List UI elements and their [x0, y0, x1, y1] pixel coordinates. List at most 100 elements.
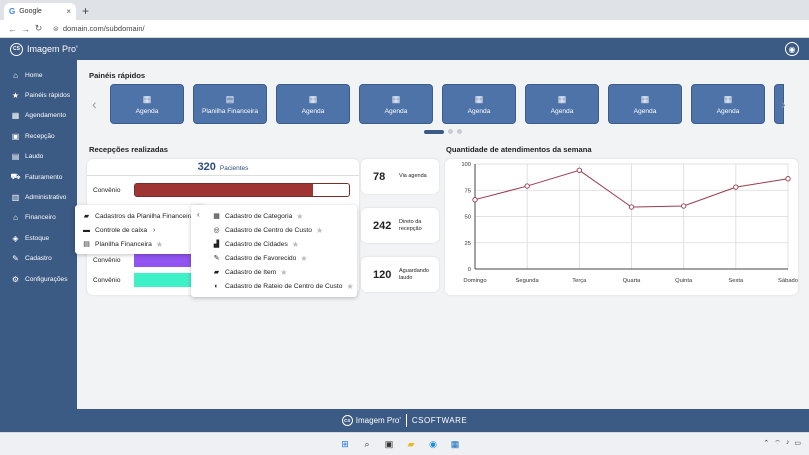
cadastros-submenu: ‹ ▦ Cadastro de Categoria ★ ◎ Cadastro de Ce… [191, 205, 357, 297]
menu-item-planilha-financeira[interactable]: ▤ Planilha Financeira ★ [75, 237, 205, 251]
quick-panel-tile-agenda[interactable]: ▦ Agenda [110, 84, 184, 124]
sidebar-item-configuracoes[interactable]: ⚙ Configurações [0, 269, 77, 289]
site-info-icon[interactable]: ⊜ [53, 25, 59, 33]
patients-total: 320 Pacientes [87, 159, 359, 176]
favorite-star-icon[interactable]: ★ [300, 253, 308, 263]
file-explorer-icon[interactable]: ▰ [407, 438, 415, 449]
sidebar-item-laudo[interactable]: ▤ Laudo [0, 147, 77, 167]
quick-panel-tile-agenda[interactable]: ▦ Agenda [442, 84, 516, 124]
footer-brand-name: Imagem Pro' [355, 416, 401, 425]
quick-panel-tile-agenda[interactable]: ▦ Agenda [359, 84, 433, 124]
carousel-next-arrow-icon[interactable]: › [781, 96, 786, 112]
stat-label: Aguardando laudo [399, 267, 429, 281]
stat-card-direto-recepcao[interactable]: 242 Direto da recepção [361, 208, 439, 243]
submenu-item-label: Cadastro de Categoria [225, 212, 293, 220]
submenu-item-cadastro-de-item[interactable]: ▰ Cadastro de Item ★ [191, 265, 357, 279]
submenu-item-cadastro-de-cidades[interactable]: ▟ Cadastro de Cidades ★ [191, 237, 357, 251]
tray-overflow-icon[interactable]: ⌃ [763, 440, 770, 447]
data-point [681, 203, 687, 209]
brand-logo[interactable]: CS Imagem Pro' [10, 42, 78, 56]
submenu-item-cadastro-de-favorecido[interactable]: ✎ Cadastro de Favorecido ★ [191, 251, 357, 265]
stat-card-via-agenda[interactable]: 78 Via agenda [361, 159, 439, 194]
carousel-dot-2[interactable] [448, 129, 453, 134]
back-arrow-icon[interactable]: ← [8, 23, 17, 34]
truck-icon: ⛟ [10, 172, 21, 182]
chevron-right-icon: › [153, 226, 156, 234]
new-tab-button[interactable]: + [82, 4, 90, 18]
battery-icon[interactable]: ▭ [794, 440, 801, 447]
submenu-item-label: Cadastro de Rateio de Centro de Custo [225, 282, 343, 290]
quick-panel-tile-agenda[interactable]: ▦ Agenda [608, 84, 682, 124]
data-point [576, 167, 582, 173]
favorite-star-icon[interactable]: ★ [291, 239, 299, 249]
data-point [628, 204, 635, 210]
quick-panel-tile-agenda[interactable]: ▦ Agenda [525, 84, 599, 124]
search-icon[interactable]: ⌕ [364, 438, 370, 449]
stat-card-aguardando-laudo[interactable]: 120 Aguardando laudo [361, 257, 439, 292]
quick-panel-tile-label: Agenda [384, 107, 408, 115]
quick-panel-tile-planilha-financeira[interactable]: ▤ Planilha Financeira [193, 84, 267, 124]
favorite-star-icon[interactable]: ★ [155, 239, 164, 249]
submenu-item-label: Cadastro de Cidades [225, 240, 288, 248]
favorite-star-icon[interactable]: ★ [316, 225, 324, 235]
star-icon: ★ [11, 91, 20, 101]
sidebar-item-administrativo[interactable]: ▥ Administrativo [0, 187, 77, 207]
stat-value: 242 [373, 219, 392, 232]
favorite-star-icon[interactable]: ★ [296, 211, 304, 221]
sidebar-item-label: Financeiro [25, 214, 56, 222]
sidebar-item-home[interactable]: ⌂ Home [0, 65, 77, 85]
spreadsheet-icon: ▤ [83, 241, 90, 248]
sidebar-item-estoque[interactable]: ◈ Estoque [0, 228, 77, 248]
carousel-dot-3[interactable] [457, 129, 462, 134]
task-view-icon[interactable]: ▣ [384, 438, 394, 449]
data-point [472, 197, 478, 203]
windows-start-icon[interactable]: ⊞ [341, 438, 349, 449]
y-tick-label: 25 [465, 241, 471, 247]
reception-bar-fill [135, 184, 313, 196]
carousel-dot-1[interactable] [424, 129, 444, 134]
brand-name: Imagem Pro' [27, 44, 78, 54]
submenu-back-icon[interactable]: ‹ [197, 210, 200, 219]
user-avatar-icon[interactable]: ◉ [785, 42, 799, 56]
pie-icon: ◐ [214, 282, 219, 290]
store-icon[interactable]: ▦ [450, 438, 460, 449]
quick-panel-tile-partial[interactable] [774, 84, 784, 124]
y-tick-label: 50 [465, 215, 471, 221]
sidebar-item-label: Laudo [25, 153, 44, 161]
reception-bar-track [134, 183, 350, 197]
reload-icon[interactable]: ↻ [34, 23, 43, 33]
favorite-star-icon[interactable]: ★ [346, 281, 354, 291]
sidebar-item-faturamento[interactable]: ⛟ Faturamento [0, 167, 77, 187]
x-tick-label: Terça [572, 278, 587, 284]
menu-item-controle-de-caixa[interactable]: ▬ Controle de caixa › [75, 223, 205, 237]
menu-item-cadastros-da-planilha-financeira[interactable]: ▰ Cadastros da Planilha Financeira [75, 209, 205, 223]
sidebar: ⌂ Home ★ Painéis rápidos ▦ Agendamento ▣ Recepç… [0, 60, 77, 409]
menu-item-label: Planilha Financeira [95, 240, 152, 248]
sidebar-item-financeiro[interactable]: ⌂ Financeiro [0, 208, 77, 228]
patients-label: Pacientes [219, 165, 249, 172]
y-tick-label: 100 [461, 162, 471, 168]
calendar-icon: ▦ [640, 93, 650, 104]
favorite-star-icon[interactable]: ★ [280, 267, 288, 277]
submenu-item-cadastro-de-centro-de-custo[interactable]: ◎ Cadastro de Centro de Custo ★ [191, 223, 357, 237]
url-field[interactable]: ⊜ domain.com/subdomain/ [53, 24, 145, 33]
close-tab-icon[interactable]: × [66, 7, 71, 16]
forward-arrow-icon[interactable]: → [21, 23, 30, 34]
browser-tab[interactable]: G Google × [4, 3, 76, 20]
sidebar-item-recepcao[interactable]: ▣ Recepção [0, 126, 77, 146]
quick-panel-tile-agenda[interactable]: ▦ Agenda [691, 84, 765, 124]
carousel-prev-arrow-icon[interactable]: ‹ [92, 96, 97, 112]
gear-icon: ⚙ [11, 274, 20, 284]
submenu-item-cadastro-de-rateio-de-centro-de-custo[interactable]: ◐ Cadastro de Rateio de Centro de Custo ★ [191, 279, 357, 293]
sidebar-item-paineis-rapidos[interactable]: ★ Painéis rápidos [0, 85, 77, 105]
quick-panel-tile-agenda[interactable]: ▦ Agenda [276, 84, 350, 124]
edge-icon[interactable]: ◉ [429, 438, 437, 449]
volume-icon[interactable]: ♪ [785, 439, 790, 446]
quick-panel-tile-label: Planilha Financeira [201, 107, 259, 115]
submenu-item-cadastro-de-categoria[interactable]: ▦ Cadastro de Categoria ★ [191, 209, 357, 223]
stat-value: 120 [373, 268, 392, 281]
wifi-icon[interactable]: ⌔ [774, 440, 781, 447]
app-footer: CS Imagem Pro' CSOFTWARE [0, 409, 809, 432]
sidebar-item-agendamento[interactable]: ▦ Agendamento [0, 106, 77, 126]
sidebar-item-cadastro[interactable]: ✎ Cadastro [0, 249, 77, 269]
